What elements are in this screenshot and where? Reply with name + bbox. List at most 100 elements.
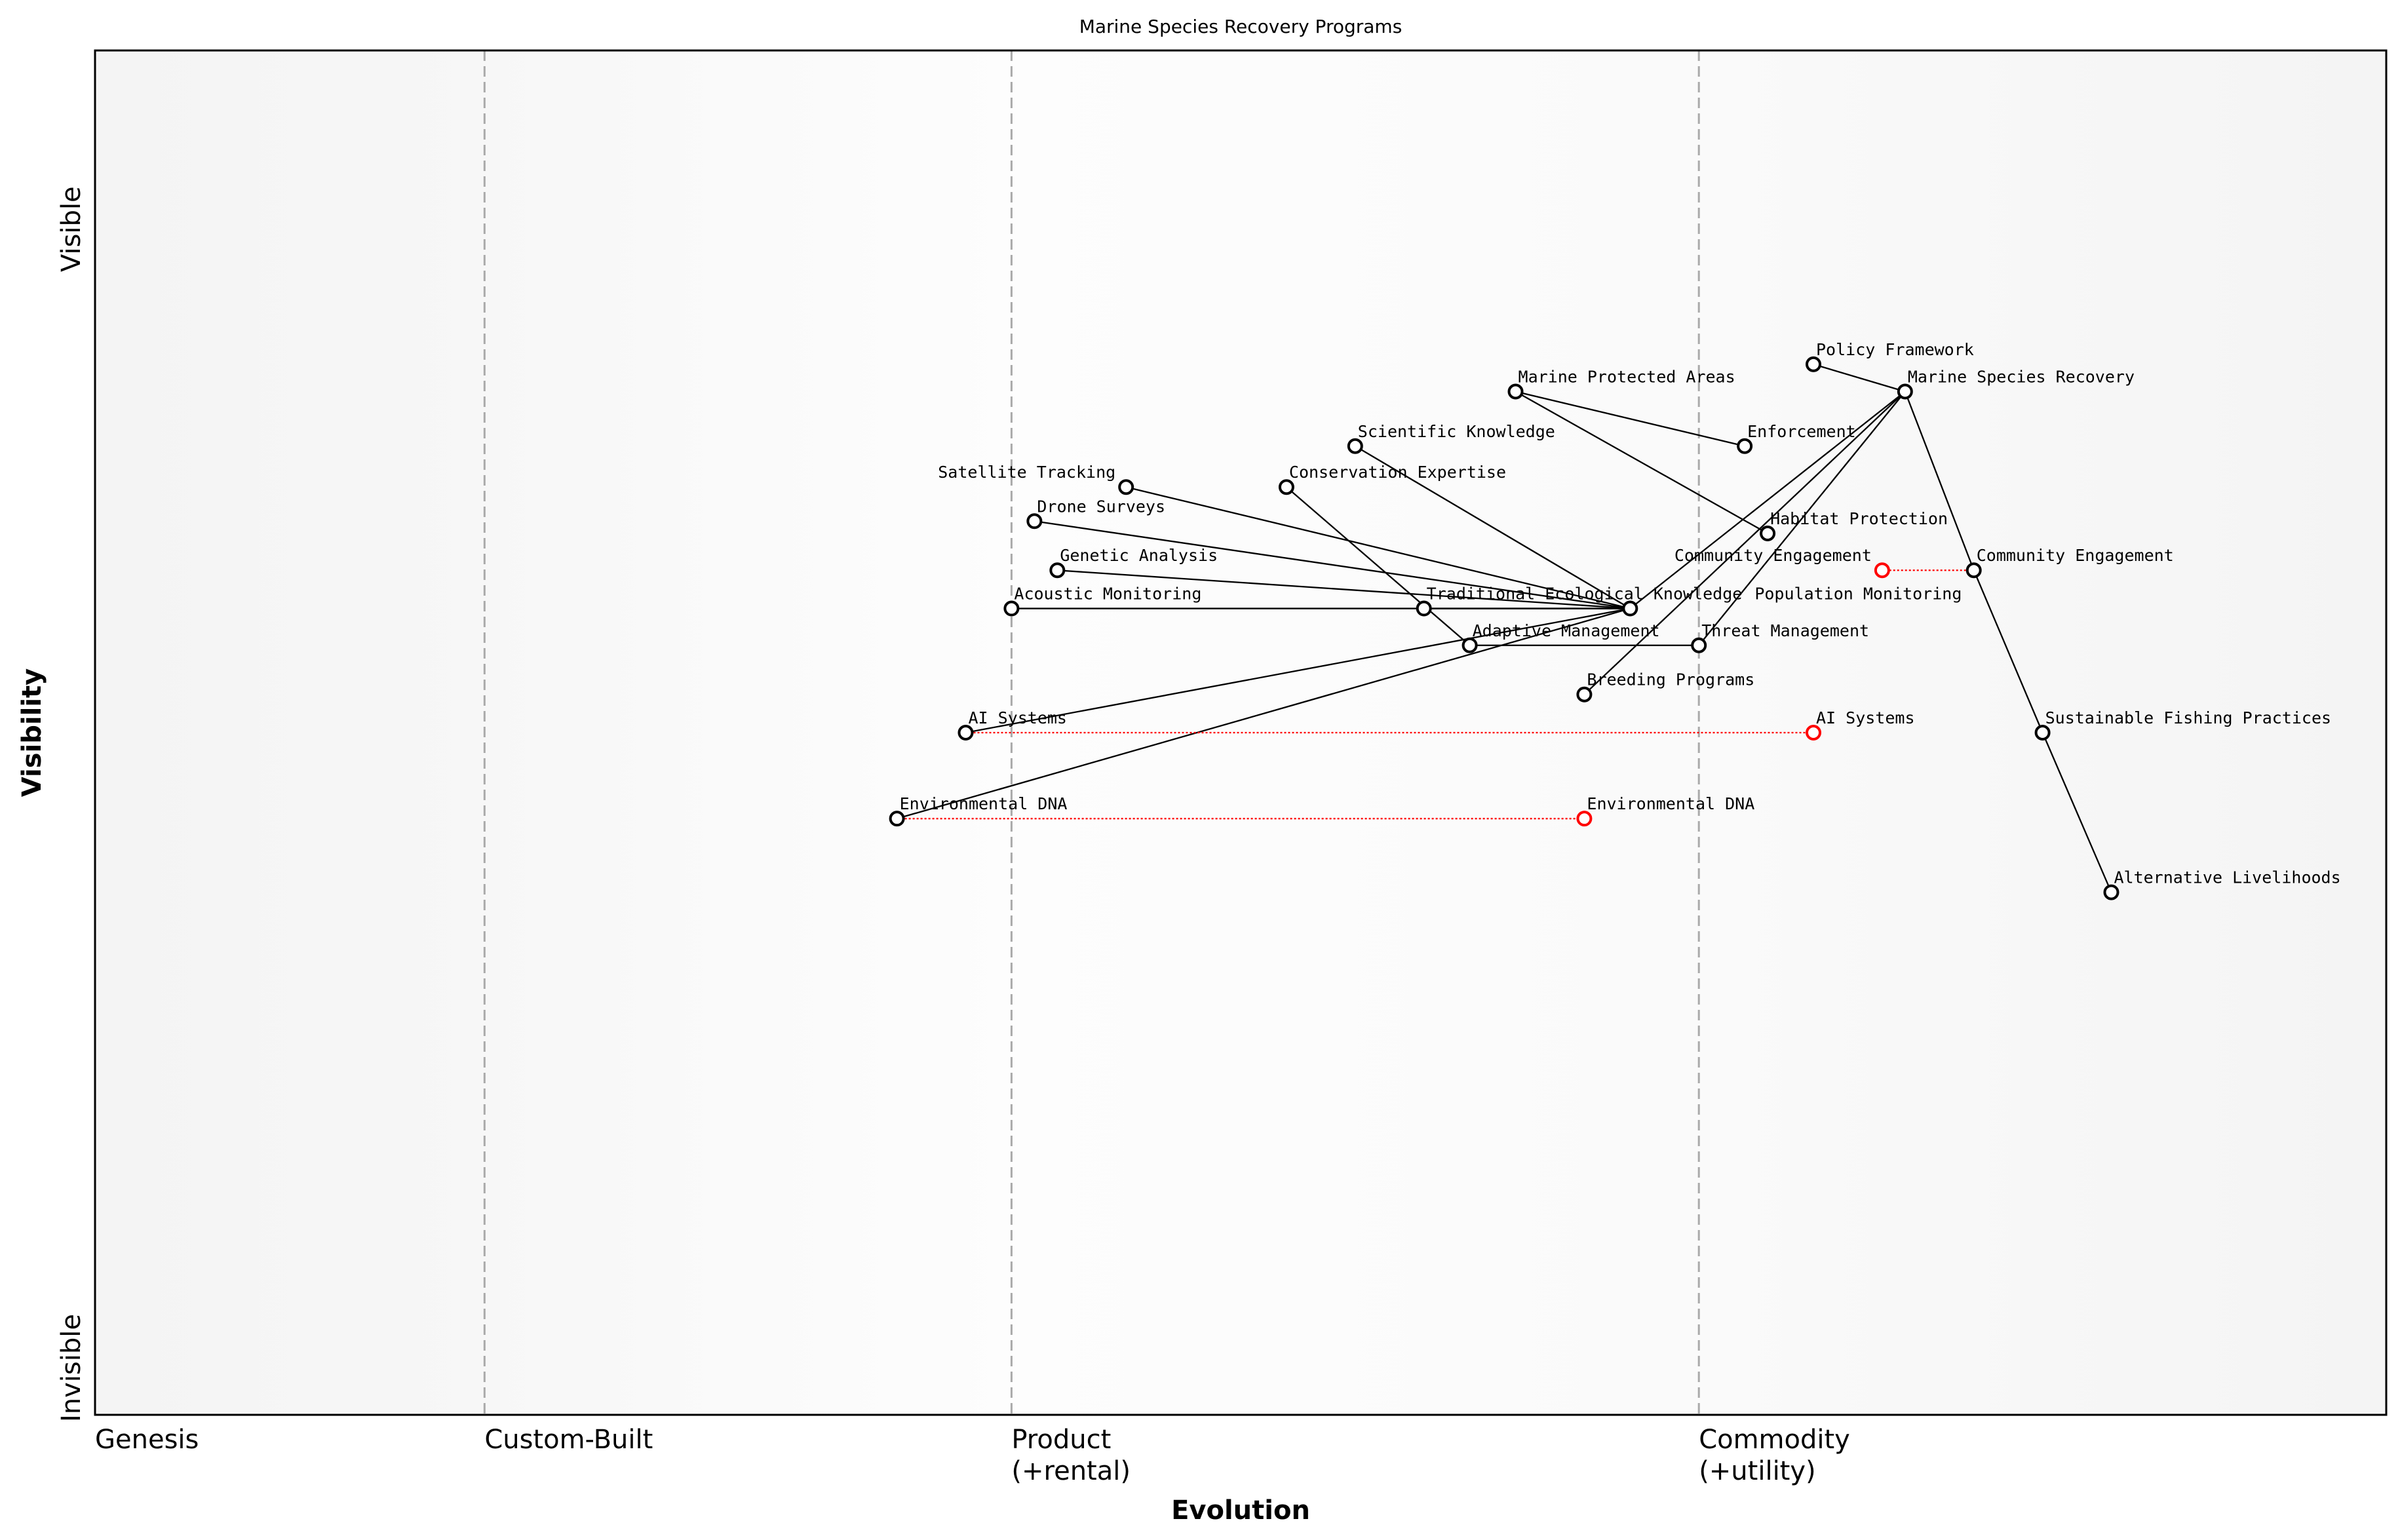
link-pop-ai <box>965 607 1631 734</box>
component-tek[interactable]: Traditional Ecological Knowledge <box>1416 585 1743 617</box>
component-sci[interactable]: Scientific Knowledge <box>1347 422 1555 454</box>
x-axis-label: Evolution <box>1171 1495 1310 1526</box>
node-label: Population Monitoring <box>1754 585 1962 604</box>
component-hab[interactable]: Habitat Protection <box>1760 509 1948 542</box>
x-tick-genesis: Genesis <box>95 1425 199 1455</box>
component-enf[interactable]: Enforcement <box>1737 422 1856 454</box>
node-label: Acoustic Monitoring <box>1014 585 1201 604</box>
x-tick-commodity: Commodity <box>1699 1425 1850 1455</box>
link-pop-drone <box>1034 520 1631 609</box>
component-policy[interactable]: Policy Framework <box>1806 340 1974 372</box>
component-edna[interactable]: Environmental DNA <box>889 794 1068 827</box>
node-marker[interactable] <box>1118 479 1134 495</box>
node-label: Satellite Tracking <box>938 463 1115 482</box>
link-msr-pop <box>1629 391 1906 609</box>
node-marker[interactable] <box>1049 562 1066 579</box>
node-marker[interactable] <box>1874 562 1890 579</box>
node-label: Breeding Programs <box>1587 670 1754 689</box>
component-alt[interactable]: Alternative Livelihoods <box>2103 868 2341 900</box>
node-marker[interactable] <box>1965 562 1982 579</box>
dependency-links <box>897 363 2112 893</box>
component-sfp[interactable]: Sustainable Fishing Practices <box>2034 708 2332 741</box>
node-marker[interactable] <box>1461 637 1478 653</box>
link-mpa-enf <box>1515 391 1745 447</box>
x-tick-labels: Genesis Custom-Built Product(+rental) Commo… <box>95 1425 1850 1486</box>
node-marker[interactable] <box>1897 383 1913 400</box>
node-marker[interactable] <box>1507 383 1524 400</box>
plot-background <box>95 50 2386 1415</box>
link-msr-policy <box>1813 363 1906 393</box>
node-marker[interactable] <box>1576 686 1593 703</box>
components: AI Systems Environmental DNA Community Eng… <box>889 340 2341 900</box>
node-label: Genetic Analysis <box>1060 546 1218 565</box>
evolved-component-ai[interactable]: AI Systems <box>1806 708 1915 741</box>
component-threat[interactable]: Threat Management <box>1691 621 1869 653</box>
y-tick-visible: Visible <box>56 186 87 272</box>
node-marker[interactable] <box>1622 600 1638 617</box>
link-pop-edna <box>897 607 1631 820</box>
component-ai[interactable]: AI Systems <box>958 708 1067 741</box>
node-marker[interactable] <box>958 725 974 741</box>
component-msr[interactable]: Marine Species Recovery <box>1897 368 2135 400</box>
node-label: Environmental DNA <box>900 794 1068 813</box>
node-marker[interactable] <box>2034 725 2051 741</box>
node-label: Marine Protected Areas <box>1519 368 1735 387</box>
component-pop[interactable]: Population Monitoring <box>1622 585 1962 617</box>
node-label: Community Engagement <box>1674 546 1872 565</box>
component-drone[interactable]: Drone Surveys <box>1026 497 1165 529</box>
x-tick-custom-built: Custom-Built <box>484 1425 653 1455</box>
node-label: Policy Framework <box>1816 340 1974 359</box>
node-marker[interactable] <box>1576 811 1593 827</box>
node-label: Community Engagement <box>1977 546 2174 565</box>
node-label: Marine Species Recovery <box>1908 368 2135 387</box>
node-label: Drone Surveys <box>1037 497 1165 516</box>
link-msr-threat <box>1698 391 1906 646</box>
component-comm[interactable]: Community Engagement <box>1965 546 2174 579</box>
node-marker[interactable] <box>1416 600 1432 617</box>
node-marker[interactable] <box>1347 438 1363 454</box>
node-label: Traditional Ecological Knowledge <box>1427 585 1743 604</box>
node-label: Threat Management <box>1701 621 1869 640</box>
component-ac[interactable]: Acoustic Monitoring <box>1003 585 1201 617</box>
x-tick-sub: (+utility) <box>1699 1456 1815 1486</box>
evolved-component-comm[interactable]: Community Engagement <box>1674 546 1890 579</box>
node-marker[interactable] <box>2103 884 2119 900</box>
link-cons-adapt <box>1286 486 1471 646</box>
component-sat[interactable]: Satellite Tracking <box>938 463 1134 495</box>
node-label: AI Systems <box>968 708 1067 727</box>
node-marker[interactable] <box>1760 526 1776 542</box>
plot-frame <box>94 49 2388 1416</box>
link-mpa-hab <box>1515 391 1768 535</box>
map-title: Marine Species Recovery Programs <box>1079 16 1403 37</box>
link-pop-sat <box>1125 486 1631 609</box>
node-marker[interactable] <box>1026 513 1043 529</box>
node-label: Scientific Knowledge <box>1358 422 1555 441</box>
component-mpa[interactable]: Marine Protected Areas <box>1507 368 1735 400</box>
component-breed[interactable]: Breeding Programs <box>1576 670 1754 703</box>
y-tick-invisible: Invisible <box>56 1314 87 1422</box>
link-msr-breed <box>1583 391 1906 695</box>
node-marker[interactable] <box>1003 600 1020 617</box>
link-pop-sci <box>1355 445 1631 609</box>
node-label: Alternative Livelihoods <box>2114 868 2340 887</box>
x-tick-product: Product <box>1011 1425 1111 1455</box>
link-pop-gen <box>1057 569 1631 609</box>
node-label: Enforcement <box>1747 422 1856 441</box>
node-marker[interactable] <box>1737 438 1753 454</box>
component-adapt[interactable]: Adaptive Management <box>1461 621 1660 653</box>
evolved-component-edna[interactable]: Environmental DNA <box>1576 794 1754 827</box>
component-cons[interactable]: Conservation Expertise <box>1278 463 1506 495</box>
x-tick-sub: (+rental) <box>1011 1456 1131 1486</box>
evolution-links <box>897 569 1974 820</box>
node-marker[interactable] <box>889 811 905 827</box>
node-label: Conservation Expertise <box>1289 463 1506 482</box>
node-label: Sustainable Fishing Practices <box>2045 708 2332 727</box>
node-label: Environmental DNA <box>1587 794 1754 813</box>
node-marker[interactable] <box>1278 479 1294 495</box>
node-marker[interactable] <box>1691 637 1707 653</box>
node-marker[interactable] <box>1806 356 1821 372</box>
component-gen[interactable]: Genetic Analysis <box>1049 546 1218 579</box>
node-marker[interactable] <box>1806 725 1821 741</box>
node-label: AI Systems <box>1816 708 1915 727</box>
